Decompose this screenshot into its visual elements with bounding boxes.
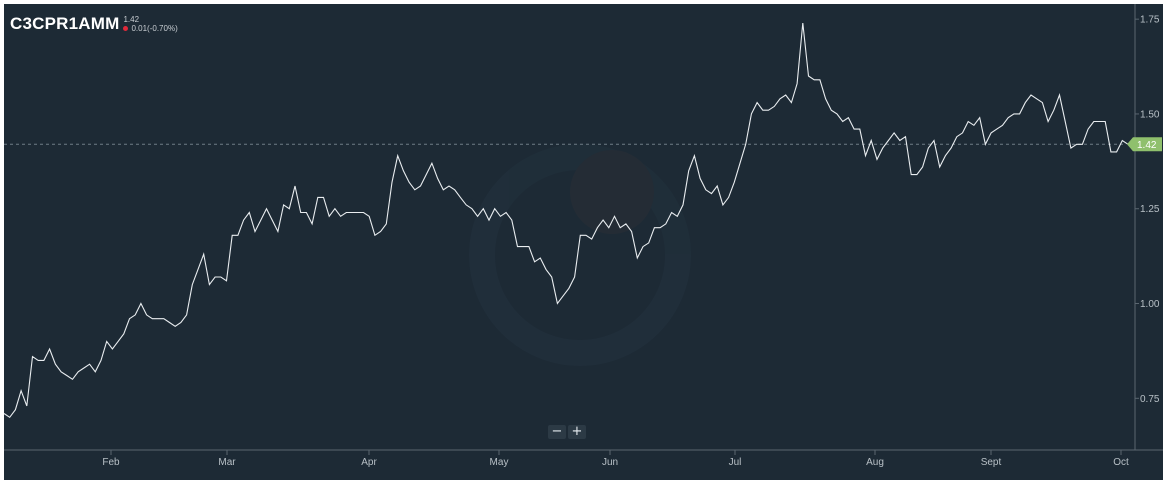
series-line xyxy=(3,22,1129,419)
x-axis-background xyxy=(4,450,1163,480)
price-marker-shape xyxy=(1127,137,1162,152)
y-tick-label: 1.75 xyxy=(1140,15,1160,26)
x-axis-ticks: Feb Mar Apr May Jun Jul Aug Sept Oct xyxy=(102,450,1129,468)
zoom-in-button[interactable]: + xyxy=(568,425,586,439)
x-tick-label: Aug xyxy=(866,457,884,468)
watermark-dot xyxy=(570,150,654,234)
x-tick-label: Jun xyxy=(602,457,618,468)
y-tick-label: 0.75 xyxy=(1140,394,1160,405)
symbol-title: C3CPR1AMM xyxy=(10,14,120,33)
x-tick-label: Mar xyxy=(218,457,236,468)
price-change: 0.01(-0.70%) xyxy=(123,24,178,33)
y-tick-label: 1.25 xyxy=(1140,204,1160,215)
x-tick-label: Sept xyxy=(981,457,1002,468)
price-change-value: 0.01(-0.70%) xyxy=(131,24,178,33)
zoom-controls: − + xyxy=(548,425,586,439)
y-tick-label: 1.00 xyxy=(1140,299,1160,310)
chart-header: C3CPR1AMM 1.42 0.01(-0.70%) xyxy=(10,14,178,34)
last-price-marker: 1.42 xyxy=(1127,137,1162,152)
price-marker-label: 1.42 xyxy=(1137,140,1157,151)
watermark-ring xyxy=(469,144,691,366)
y-axis-ticks: 0.75 1.00 1.25 1.50 1.75 xyxy=(1135,15,1160,405)
chart-background xyxy=(4,4,1135,450)
x-tick-label: Oct xyxy=(1113,457,1129,468)
x-tick-label: May xyxy=(490,457,509,468)
quote-block: 1.42 0.01(-0.70%) xyxy=(123,15,178,33)
last-price: 1.42 xyxy=(123,15,140,24)
x-tick-label: Jul xyxy=(729,457,742,468)
y-tick-label: 1.50 xyxy=(1140,109,1160,120)
x-tick-label: Apr xyxy=(361,457,377,468)
watermark-logo xyxy=(469,144,691,366)
down-indicator-icon xyxy=(123,26,129,31)
x-tick-label: Feb xyxy=(102,457,120,468)
zoom-out-button[interactable]: − xyxy=(548,425,566,439)
axis-background xyxy=(1135,4,1163,450)
